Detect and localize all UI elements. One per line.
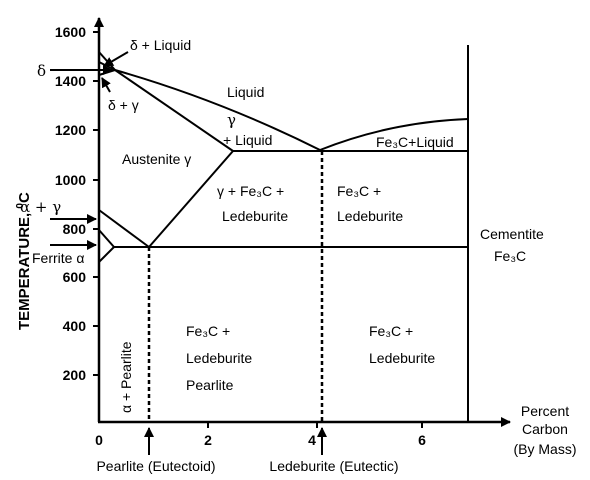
x-tick-label: 6 bbox=[418, 432, 426, 448]
x-axis-title-line2: Carbon bbox=[522, 421, 568, 437]
ledeburite-eutectic-label: Ledeburite (Eutectic) bbox=[269, 458, 398, 474]
x-axis-title-line3: (By Mass) bbox=[514, 441, 577, 457]
x-tick-label: 2 bbox=[204, 432, 212, 448]
phase-boundaries bbox=[98, 45, 469, 422]
x-tick-label: 4 bbox=[308, 432, 316, 448]
ledeburite-label: Ledeburite bbox=[186, 350, 252, 366]
y-tick-label: 800 bbox=[63, 221, 87, 237]
delta-label: δ bbox=[37, 62, 46, 80]
y-axis-title: TEMPERATURE, 0C bbox=[15, 192, 33, 330]
y-tick-label: 1200 bbox=[55, 122, 86, 138]
alpha-gamma-label: α + γ bbox=[20, 198, 61, 216]
delta-liquid-arrow bbox=[103, 51, 129, 67]
gamma-liquid-label: + Liquid bbox=[223, 132, 272, 148]
ferrite-upper bbox=[98, 229, 115, 248]
y-tick-label: 200 bbox=[63, 367, 87, 383]
y-tick-label: 1600 bbox=[55, 24, 86, 40]
alpha-pearlite-label: α + Pearlite bbox=[118, 341, 134, 413]
cementite-label: Cementite bbox=[480, 226, 544, 242]
solvus-acm bbox=[148, 150, 234, 248]
y-ticks bbox=[93, 31, 99, 376]
fe3c-plus-label: Fe₃C + bbox=[369, 323, 413, 339]
fe3c-liquid-label: Fe₃C+Liquid bbox=[376, 134, 454, 150]
ferrite-label: Ferrite α bbox=[32, 250, 84, 266]
solidus-austenite bbox=[114, 69, 234, 152]
delta-gamma-arrow bbox=[101, 77, 111, 93]
pearlite-label: Pearlite bbox=[186, 377, 234, 393]
y-tick-label: 1400 bbox=[55, 73, 86, 89]
pointer-arrows bbox=[50, 51, 327, 455]
liquidus-right bbox=[319, 118, 469, 151]
pearlite-eutectoid-label: Pearlite (Eutectoid) bbox=[96, 458, 215, 474]
x-axis-title-line1: Percent bbox=[521, 403, 569, 419]
cementite-formula-label: Fe₃C bbox=[494, 248, 526, 264]
delta-liquid-label: δ + Liquid bbox=[130, 37, 191, 53]
ledeburite-label: Ledeburite bbox=[369, 350, 435, 366]
ledeburite-label: Ledeburite bbox=[337, 208, 403, 224]
liquidus-left bbox=[114, 69, 321, 151]
a3-line bbox=[98, 209, 150, 248]
y-tick-label: 1000 bbox=[55, 172, 86, 188]
delta-gamma-label: δ + γ bbox=[108, 97, 139, 113]
ledeburite-label: Ledeburite bbox=[222, 208, 288, 224]
fe3c-plus-label: Fe₃C + bbox=[186, 323, 230, 339]
fe3c-plus-label: Fe₃C + bbox=[337, 183, 381, 199]
austenite-label: Austenite γ bbox=[122, 151, 191, 167]
x-tick-label: 0 bbox=[95, 432, 103, 448]
gamma-label: γ bbox=[227, 111, 236, 129]
gamma-fe3c-label: γ + Fe₃C + bbox=[217, 183, 284, 199]
y-tick-label: 600 bbox=[63, 269, 87, 285]
y-tick-label: 400 bbox=[63, 318, 87, 334]
liquid-label: Liquid bbox=[227, 84, 264, 100]
ferrite-lower bbox=[98, 246, 115, 263]
